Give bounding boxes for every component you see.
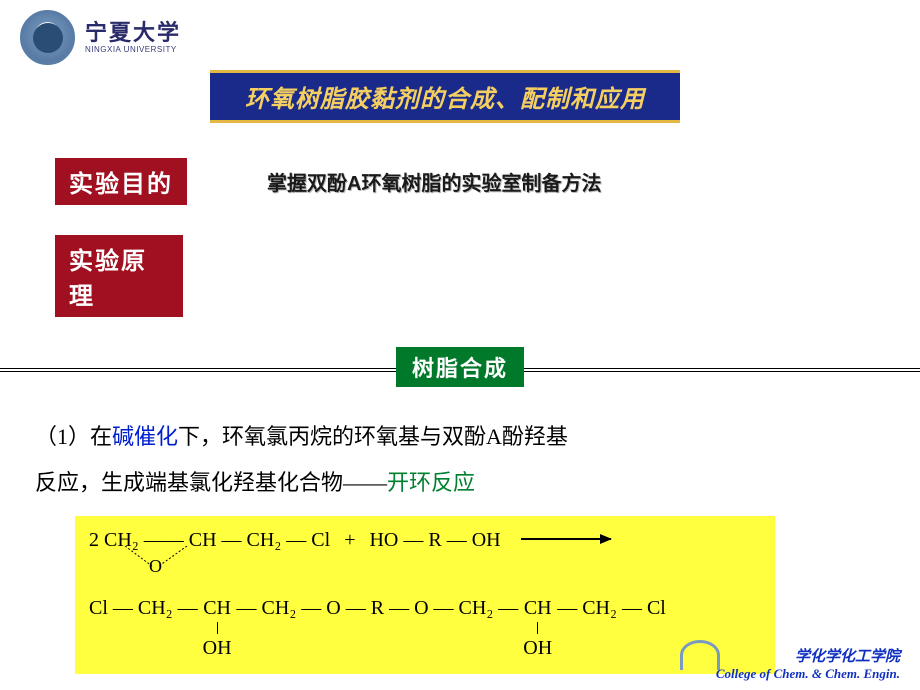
body-green-term: 开环反应 <box>387 470 475 495</box>
epoxide-bond-lines: O <box>117 546 197 572</box>
section-principle-label: 实验原理 <box>55 235 183 317</box>
logo-inner <box>33 23 63 53</box>
footer-cn: 学化学化工学院 <box>716 645 900 666</box>
slide-title: 环氧树脂胶黏剂的合成、配制和应用 <box>245 86 645 113</box>
product-part-b: — CH₂ — O — R — O — CH₂ — <box>232 597 524 619</box>
product-part-c: — CH₂ — Cl <box>552 597 666 619</box>
epoxide-group: 2 CH₂ —— CH — CH₂ — Cl O <box>89 526 330 580</box>
equation-product: Cl — CH₂ — CHOH — CH₂ — O — R — O — CH₂ … <box>89 594 761 662</box>
section-objective-desc: 掌握双酚A环氧树脂的实验室制备方法 <box>267 167 601 196</box>
chemical-equation: 2 CH₂ —— CH — CH₂ — Cl O + HO — R — OH C… <box>75 516 775 674</box>
slide-title-bar: 环氧树脂胶黏剂的合成、配制和应用 <box>210 70 680 123</box>
reaction-arrow <box>521 538 611 540</box>
body-blue-term: 碱催化 <box>112 424 178 449</box>
product-ch-oh-2: CHOH <box>523 594 552 662</box>
university-name-cn: 宁夏大学 <box>85 22 181 44</box>
equation-reactants: 2 CH₂ —— CH — CH₂ — Cl O + HO — R — OH <box>89 526 761 580</box>
epoxide-oxygen: O <box>149 556 162 572</box>
slide-header: 宁夏大学 NINGXIA UNIVERSITY <box>0 0 920 65</box>
university-name-block: 宁夏大学 NINGXIA UNIVERSITY <box>85 22 181 54</box>
product-ch-oh-1: CHOH <box>203 594 232 662</box>
footer-logo <box>680 640 720 670</box>
body-paragraph: （1）在碱催化下，环氧氯丙烷的环氧基与双酚A酚羟基 反应，生成端基氯化羟基化合物… <box>35 414 885 506</box>
footer-en: College of Chem. & Chem. Engin. <box>716 666 900 682</box>
divider: 树脂合成 <box>0 347 920 389</box>
body-prefix: （1）在 <box>35 424 112 449</box>
divider-label: 树脂合成 <box>396 347 524 387</box>
section-objective-row: 实验目的 掌握双酚A环氧树脂的实验室制备方法 <box>55 158 920 205</box>
diol-formula: HO — R — OH <box>369 526 500 554</box>
slide-footer: 学化学化工学院 College of Chem. & Chem. Engin. <box>716 645 900 682</box>
body-mid1: 下，环氧氯丙烷的环氧基与双酚A酚羟基 <box>178 424 568 449</box>
section-objective-label: 实验目的 <box>55 158 187 205</box>
product-part-a: Cl — CH₂ — <box>89 597 203 619</box>
plus-sign: + <box>344 526 355 554</box>
body-mid2: 反应，生成端基氯化羟基化合物—— <box>35 470 387 495</box>
university-logo <box>20 10 75 65</box>
university-name-en: NINGXIA UNIVERSITY <box>85 46 181 54</box>
